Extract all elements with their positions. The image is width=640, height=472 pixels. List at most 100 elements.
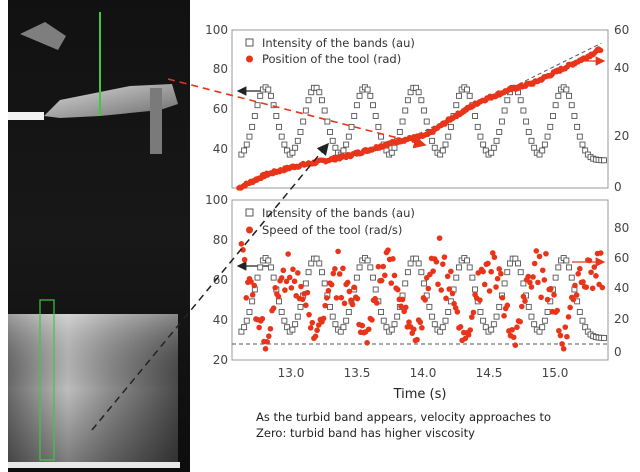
intensity-marker [372, 113, 379, 119]
speed-marker [449, 290, 456, 297]
intensity-marker [525, 129, 532, 135]
speed-marker [486, 288, 493, 294]
intensity-marker [276, 298, 282, 305]
speed-marker [467, 327, 474, 333]
speed-marker [512, 342, 519, 348]
intensity-marker [356, 92, 363, 99]
intensity-marker [488, 149, 495, 156]
speed-marker [344, 279, 351, 286]
x-tick: 13.0 [278, 366, 305, 380]
speed-marker [528, 284, 535, 290]
intensity-marker [345, 133, 352, 140]
speed-marker [509, 326, 515, 333]
intensity-marker [568, 102, 575, 109]
intensity-marker [364, 257, 371, 264]
intensity-marker [367, 264, 374, 271]
speed-marker [489, 250, 496, 256]
legend-circle-marker [246, 226, 253, 234]
speed-marker [520, 293, 527, 300]
intensity-marker [531, 321, 538, 328]
intensity-marker [455, 92, 462, 99]
intensity-marker [343, 141, 350, 148]
speed-marker [465, 332, 472, 338]
intensity-marker [555, 92, 562, 99]
intensity-marker [391, 144, 398, 151]
intensity-marker [520, 280, 527, 287]
speed-marker [539, 267, 546, 274]
intensity-marker [249, 298, 256, 305]
speed-marker [270, 305, 277, 311]
speed-marker [373, 300, 380, 306]
speed-marker [498, 270, 504, 277]
intensity-marker [351, 113, 358, 119]
speed-marker [338, 294, 345, 301]
intensity-marker [563, 86, 570, 93]
intensity-marker [544, 133, 551, 140]
speed-marker [243, 295, 250, 301]
speed-marker [340, 265, 346, 272]
intensity-marker [566, 264, 573, 271]
speed-marker [349, 301, 356, 308]
speed-marker [504, 302, 511, 309]
speed-marker [390, 256, 396, 262]
speed-marker [514, 324, 520, 331]
speed-marker [433, 258, 440, 265]
speed-marker [332, 266, 338, 272]
intensity-marker [297, 129, 304, 135]
x-axis-ticks: 13.0 13.5 14.0 14.5 15.0 [278, 366, 569, 380]
speed-marker [335, 248, 341, 255]
speed-marker [304, 289, 311, 296]
speed-marker [551, 292, 557, 298]
intensity-marker [568, 274, 575, 281]
intensity-marker [289, 326, 296, 333]
intensity-marker [302, 280, 309, 287]
speed-marker [525, 273, 532, 280]
top-left-tick: 100 [205, 23, 228, 37]
speed-marker [573, 292, 580, 298]
speed-marker [446, 286, 453, 292]
speed-marker [530, 274, 536, 280]
intensity-marker [267, 92, 274, 99]
speed-marker [557, 332, 564, 339]
speed-marker [457, 323, 464, 330]
intensity-marker [257, 92, 264, 99]
speed-marker [248, 278, 254, 285]
x-tick: 13.5 [344, 366, 371, 380]
intensity-marker [388, 149, 395, 156]
intensity-marker [372, 286, 379, 293]
intensity-marker [517, 97, 524, 104]
speed-marker [493, 284, 499, 290]
intensity-marker [241, 324, 248, 331]
legend-label: Speed of the tool (rad/s) [262, 223, 402, 237]
intensity-marker [297, 303, 304, 310]
speed-marker [265, 333, 272, 339]
speed-marker [341, 300, 348, 307]
intensity-marker [547, 123, 554, 130]
speed-marker [314, 327, 320, 334]
speed-marker [436, 235, 443, 241]
intensity-marker [270, 102, 277, 109]
intensity-marker [415, 89, 422, 96]
speed-marker [570, 296, 577, 303]
red-dashed-annotation-arrow [167, 78, 427, 149]
speed-marker [306, 311, 312, 318]
speed-marker [378, 277, 385, 284]
intensity-marker [504, 269, 511, 276]
intensity-marker [541, 317, 548, 324]
speed-marker [419, 324, 425, 331]
intensity-marker [348, 123, 355, 130]
speed-marker [262, 346, 269, 352]
speed-marker [346, 288, 353, 295]
speed-marker [538, 294, 544, 301]
intensity-marker [305, 97, 312, 104]
intensity-marker [319, 269, 325, 276]
speed-marker [398, 303, 404, 310]
intensity-marker [249, 123, 256, 130]
intensity-marker [504, 97, 511, 104]
speed-marker [249, 292, 256, 298]
bottom-left-y-ticks: 100 80 60 40 20 [205, 193, 228, 367]
speed-marker [402, 304, 409, 311]
speed-marker [481, 281, 488, 288]
top-left-y-ticks: 100 80 60 40 [205, 23, 228, 156]
intensity-marker [474, 123, 481, 130]
